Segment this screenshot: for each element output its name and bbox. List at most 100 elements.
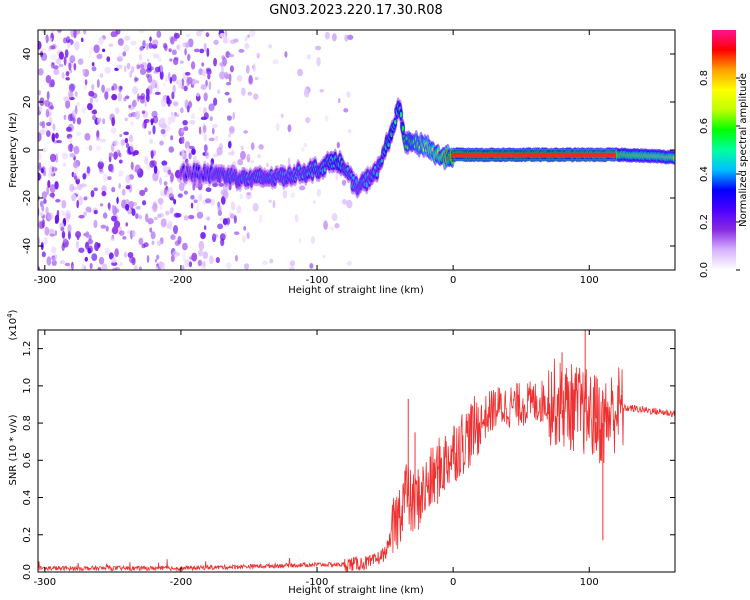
snr-background [38,330,675,572]
noise-blob [170,234,176,240]
noise-blob [118,170,124,177]
noise-blob [147,73,153,83]
noise-blob [68,83,75,93]
noise-blob [121,188,126,196]
noise-blob [62,162,67,167]
noise-blob [104,90,109,100]
noise-blob [254,76,259,81]
snr-panel: -300 -200 -100 0 100 0.0 0.2 0.4 0.6 0.8 1.0 1.2 H… [6,309,676,596]
noise-blob [149,138,154,145]
noise-blob [195,30,203,37]
noise-blob [101,190,107,197]
noise-blob [342,199,348,205]
noise-blob [206,216,211,221]
noise-blob [56,139,62,144]
noise-blob [294,214,299,223]
snr-line [38,358,675,572]
noise-blob [45,130,51,138]
spectrogram-ridge [178,97,675,199]
noise-blob [61,210,66,217]
noise-blob [219,32,226,38]
noise-blob [118,152,122,158]
noise-blob [51,166,55,173]
ridge-core [399,111,403,118]
noise-blob [71,193,77,202]
noise-blob [303,142,308,148]
noise-blob [118,230,125,236]
noise-blob [63,114,67,120]
noise-blob [191,148,196,155]
noise-blob [243,130,249,134]
noise-blob [181,136,185,144]
noise-blob [181,128,184,134]
noise-blob [171,49,177,56]
noise-blob [165,75,168,83]
noise-blob [173,57,179,66]
noise-blob [85,206,92,213]
noise-blob [312,200,316,204]
noise-blob [246,191,252,196]
noise-blob [100,224,107,229]
noise-blob [175,252,180,256]
noise-blob [160,122,167,129]
noise-blob [117,52,124,59]
noise-blob [65,77,70,81]
noise-blob [250,142,255,151]
noise-blob [77,195,84,206]
noise-blob [61,71,65,79]
noise-blob [76,183,83,191]
noise-blob [200,232,206,239]
noise-blob [149,160,155,168]
noise-blob [41,218,45,229]
noise-blob [198,106,202,111]
noise-blob [39,212,44,217]
noise-blob [347,129,352,134]
noise-blob [169,77,173,84]
noise-blob [49,192,56,198]
noise-blob [167,220,173,225]
noise-blob [145,213,149,223]
noise-blob [188,152,192,160]
noise-blob [258,144,264,150]
noise-blob [257,154,262,159]
noise-blob [219,70,226,80]
figure-title: GN03.2023.220.17.30.R08 [269,3,443,18]
noise-blob [81,106,86,115]
noise-blob [170,172,174,182]
noise-blob [132,86,138,95]
noise-blob [61,152,69,160]
y-tick-label: 0.0 [22,564,33,580]
noise-blob [236,205,242,215]
noise-blob [208,103,215,112]
noise-blob [131,65,135,73]
noise-blob [65,70,70,77]
noise-blob [236,74,243,82]
noise-blob [178,182,185,192]
noise-blob [259,214,263,224]
noise-blob [57,30,62,33]
noise-blob [95,136,101,141]
noise-blob [159,177,163,185]
noise-blob [181,148,185,159]
noise-blob [137,95,145,100]
spectrogram-x-label: Height of straight line (km) [288,285,424,296]
noise-blob [47,212,54,221]
noise-blob [128,104,132,109]
noise-blob [150,150,154,159]
noise-blob [111,226,119,235]
noise-blob [193,199,198,204]
noise-blob [196,203,200,213]
noise-blob [104,247,111,256]
noise-blob [105,225,109,232]
snr-series [38,330,675,572]
noise-blob [76,200,79,209]
noise-blob [43,236,48,246]
noise-blob [46,90,50,100]
noise-blob [76,117,82,125]
noise-blob [65,99,71,109]
noise-blob [101,84,105,93]
noise-blob [101,263,108,270]
noise-blob [200,265,206,270]
noise-blob [55,58,62,65]
noise-blob [108,152,114,158]
